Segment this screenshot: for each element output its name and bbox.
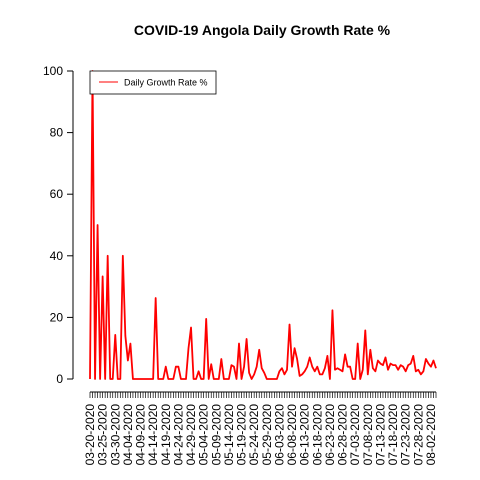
x-tick-label: 05-24-2020 bbox=[247, 404, 261, 466]
y-tick-label: 60 bbox=[50, 187, 64, 201]
x-tick-label: 05-04-2020 bbox=[197, 404, 211, 466]
x-tick-label: 04-04-2020 bbox=[121, 404, 135, 466]
x-tick-label: 05-19-2020 bbox=[235, 404, 249, 466]
x-tick-label: 04-09-2020 bbox=[134, 404, 148, 466]
y-tick-label: 100 bbox=[43, 64, 63, 78]
x-tick-label: 07-08-2020 bbox=[361, 404, 375, 466]
x-tick-label: 06-08-2020 bbox=[285, 404, 299, 466]
y-tick-label: 20 bbox=[50, 310, 64, 324]
y-tick-label: 0 bbox=[56, 372, 63, 386]
x-tick-label: 05-14-2020 bbox=[222, 404, 236, 466]
x-tick-label: 06-18-2020 bbox=[310, 404, 324, 466]
y-tick-label: 40 bbox=[50, 249, 64, 263]
y-axis: 0 20 40 60 80 100 bbox=[43, 64, 74, 386]
x-tick-label: 03-25-2020 bbox=[96, 404, 110, 466]
x-tick-label: 05-09-2020 bbox=[209, 404, 223, 466]
series-line-daily-growth-rate bbox=[89, 70, 437, 380]
y-tick-label: 80 bbox=[50, 126, 64, 140]
x-tick-label: 04-29-2020 bbox=[184, 404, 198, 466]
x-tick-label: 06-28-2020 bbox=[336, 404, 350, 466]
x-tick-label: 04-24-2020 bbox=[171, 404, 185, 466]
legend-label: Daily Growth Rate % bbox=[124, 78, 208, 88]
x-axis: 03-20-202003-25-202003-30-202004-04-2020… bbox=[83, 391, 438, 466]
x-tick-label: 04-14-2020 bbox=[146, 404, 160, 466]
x-tick-label: 06-13-2020 bbox=[298, 404, 312, 466]
x-tick-label: 04-19-2020 bbox=[159, 404, 173, 466]
x-tick-label: 07-23-2020 bbox=[399, 404, 413, 466]
x-tick-label: 07-18-2020 bbox=[386, 404, 400, 466]
x-tick-label: 07-13-2020 bbox=[373, 404, 387, 466]
x-tick-label: 06-03-2020 bbox=[272, 404, 286, 466]
x-tick-label: 03-20-2020 bbox=[83, 404, 97, 466]
chart-title: COVID-19 Angola Daily Growth Rate % bbox=[134, 22, 391, 38]
x-tick-label: 07-28-2020 bbox=[411, 404, 425, 466]
x-tick-label: 05-29-2020 bbox=[260, 404, 274, 466]
legend: Daily Growth Rate % bbox=[89, 70, 217, 95]
x-tick-label: 07-03-2020 bbox=[348, 404, 362, 466]
x-tick-label: 03-30-2020 bbox=[108, 404, 122, 466]
legend-box bbox=[89, 70, 217, 95]
x-tick-label: 06-23-2020 bbox=[323, 404, 337, 466]
x-tick-label: 08-02-2020 bbox=[424, 404, 438, 466]
